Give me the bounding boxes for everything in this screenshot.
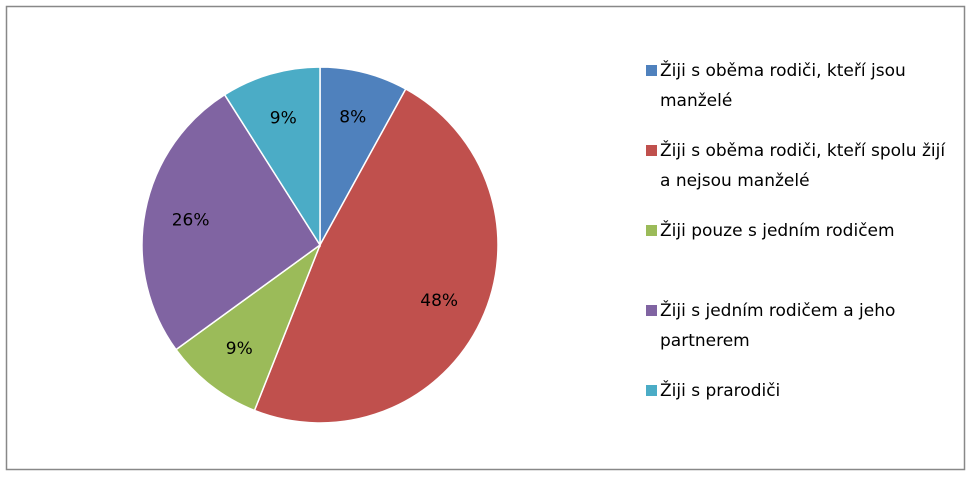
legend-swatch (646, 65, 657, 76)
legend-label: Žiji s oběma rodiči, kteří spolu žijí a … (660, 141, 946, 191)
legend-label: Žiji s jedním rodičem a jeho partnerem (660, 301, 896, 351)
pie-slice (141, 93, 322, 351)
pie-slice (223, 66, 321, 248)
legend-item: Žiji s prarodiči (646, 376, 946, 456)
legend-item: Žiji s jedním rodičem a jeho partnerem (646, 296, 946, 376)
pie-slice (319, 66, 407, 246)
legend-swatch (646, 305, 657, 316)
legend-item: Žiji s oběma rodiči, kteří jsou manželé (646, 56, 946, 136)
legend-label: Žiji s prarodiči (660, 381, 781, 401)
data-label: 9% (226, 339, 253, 359)
pie-slice (253, 87, 499, 424)
legend-label: Žiji s oběma rodiči, kteří jsou manželé (660, 61, 906, 111)
legend-item: Žiji s oběma rodiči, kteří spolu žijí a … (646, 136, 946, 216)
pie-slice (174, 242, 322, 412)
legend-label: Žiji pouze s jedním rodičem (660, 221, 895, 241)
data-label: 8% (339, 107, 366, 127)
data-label: 26% (172, 210, 210, 230)
legend-swatch (646, 145, 657, 156)
legend-item: Žiji pouze s jedním rodičem (646, 216, 946, 296)
legend-swatch (646, 385, 657, 396)
data-label: 48% (420, 291, 458, 311)
legend: Žiji s oběma rodiči, kteří jsou manželé Ž… (646, 56, 946, 456)
legend-swatch (646, 225, 657, 236)
data-label: 9% (270, 109, 297, 129)
